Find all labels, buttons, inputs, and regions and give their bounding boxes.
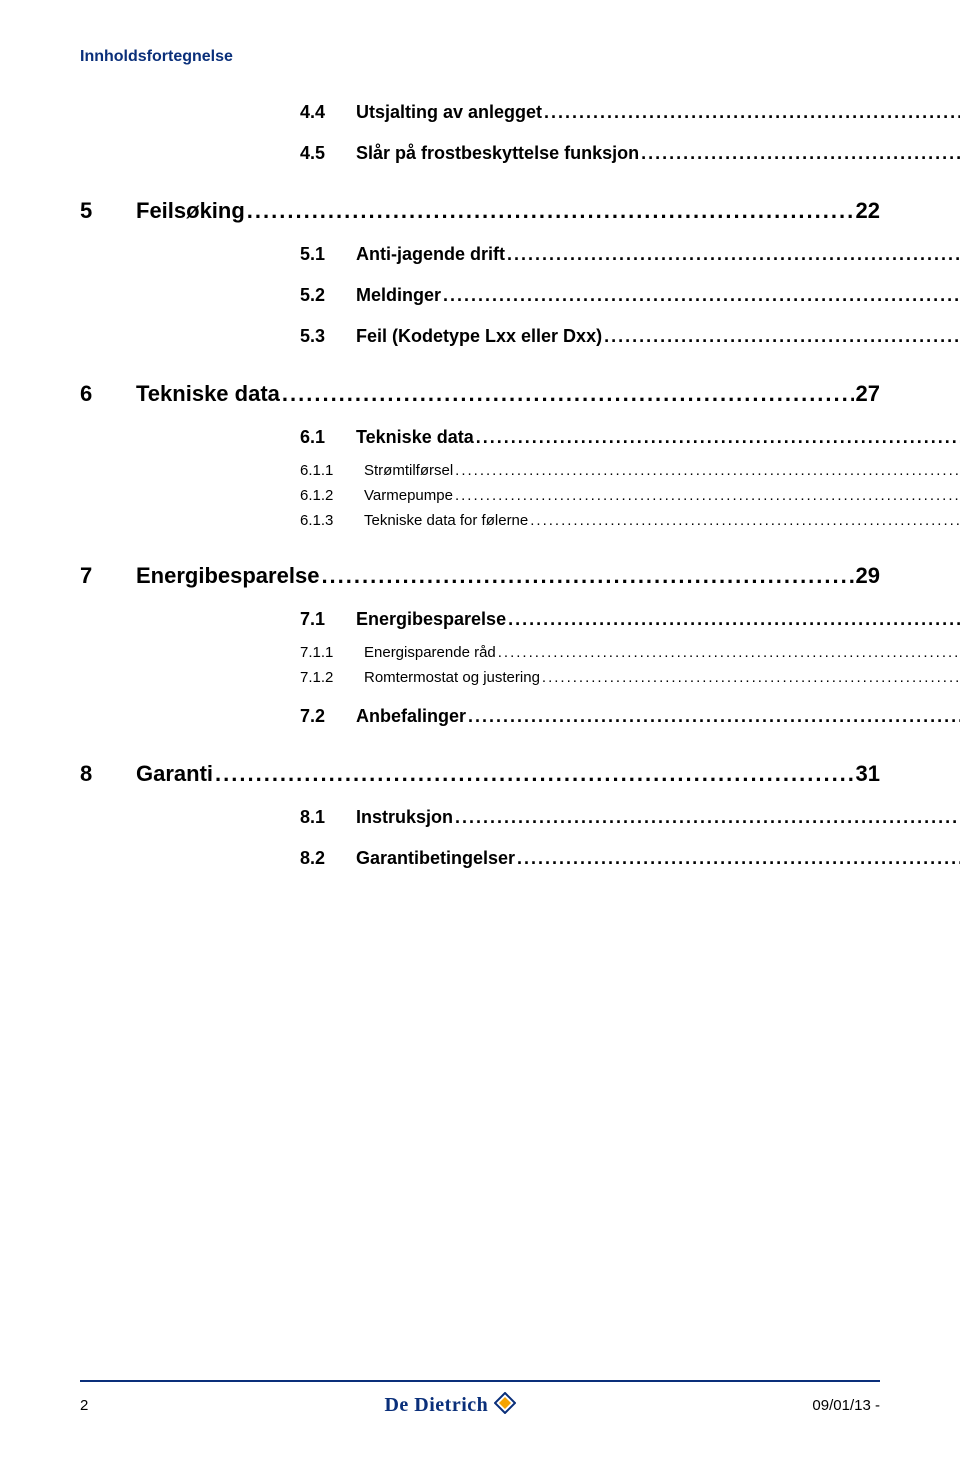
toc-entry-5-1: 5.1 Anti-jagende drift .................…: [300, 244, 960, 265]
toc-leader: ........................................…: [641, 143, 960, 164]
toc-leader: ........................................…: [498, 644, 960, 661]
page: Innholdsfortegnelse 4.4 Utsjalting av an…: [0, 0, 960, 1458]
toc-leader: ........................................…: [321, 563, 853, 589]
toc-title: Tekniske data: [356, 427, 474, 448]
brand-logo-text: De Dietrich: [384, 1394, 488, 1417]
toc-leader: ........................................…: [507, 244, 960, 265]
header-label: Innholdsfortegnelse: [80, 48, 880, 66]
toc-title: Slår på frostbeskyttelse funksjon: [356, 143, 639, 164]
toc-entry-7-1-1: 7.1.1 Energisparende råd ...............…: [300, 644, 960, 661]
toc-num: 7: [80, 563, 136, 589]
toc-leader: ........................................…: [468, 706, 960, 727]
toc-num: 4.5: [300, 143, 356, 164]
footer-date: 09/01/13 -: [812, 1397, 880, 1414]
page-footer: 2 De Dietrich 09/01/13 -: [80, 1380, 880, 1418]
toc-entry-6-1-2: 6.1.2 Varmepumpe .......................…: [300, 487, 960, 504]
toc-entry-6-1: 6.1 Tekniske data ......................…: [300, 427, 960, 448]
toc-leader: ........................................…: [544, 102, 960, 123]
toc-entry-7-1-2: 7.1.2 Romtermostat og justering ........…: [300, 669, 960, 686]
toc-title: Anti-jagende drift: [356, 244, 505, 265]
footer-row: 2 De Dietrich 09/01/13 -: [80, 1392, 880, 1418]
toc-title: Meldinger: [356, 285, 441, 306]
toc-entry-7-1: 7.1 Energibesparelse ...................…: [300, 609, 960, 630]
toc-num: 5.2: [300, 285, 356, 306]
toc-entry-8-1: 8.1 Instruksjon ........................…: [300, 807, 960, 828]
toc-title: Feil (Kodetype Lxx eller Dxx): [356, 326, 602, 347]
toc-title: Energisparende råd: [364, 644, 496, 661]
toc-entry-4-4: 4.4 Utsjalting av anlegget .............…: [300, 102, 960, 123]
toc-title: Garanti: [136, 761, 213, 787]
toc-leader: ........................................…: [455, 487, 960, 504]
toc-num: 7.1.2: [300, 669, 364, 686]
toc-title: Instruksjon: [356, 807, 453, 828]
toc-entry-5-2: 5.2 Meldinger ..........................…: [300, 285, 960, 306]
toc-page: 27: [856, 381, 880, 407]
toc-title: Energibesparelse: [136, 563, 319, 589]
toc-title: Feilsøking: [136, 198, 245, 224]
toc-num: 7.1.1: [300, 644, 364, 661]
toc-num: 5: [80, 198, 136, 224]
toc-num: 8.2: [300, 848, 356, 869]
toc-num: 6.1.2: [300, 487, 364, 504]
toc-leader: ........................................…: [282, 381, 854, 407]
toc-num: 7.2: [300, 706, 356, 727]
toc-title: Utsjalting av anlegget: [356, 102, 542, 123]
toc-entry-6: 6 Tekniske data ........................…: [80, 381, 880, 407]
toc-entry-5-3: 5.3 Feil (Kodetype Lxx eller Dxx) ......…: [300, 326, 960, 347]
toc-leader: ........................................…: [443, 285, 960, 306]
toc-entry-6-1-1: 6.1.1 Strømtilførsel ...................…: [300, 462, 960, 479]
brand-logo-icon: [494, 1392, 516, 1418]
toc-num: 8: [80, 761, 136, 787]
toc-leader: ........................................…: [455, 462, 960, 479]
toc-title: Romtermostat og justering: [364, 669, 540, 686]
toc-entry-5: 5 Feilsøking ...........................…: [80, 198, 880, 224]
toc-num: 6.1.1: [300, 462, 364, 479]
toc-leader: ........................................…: [604, 326, 960, 347]
toc-leader: ........................................…: [517, 848, 960, 869]
footer-page-number: 2: [80, 1397, 88, 1414]
toc-entry-4-5: 4.5 Slår på frostbeskyttelse funksjon ..…: [300, 143, 960, 164]
toc-title: Energibesparelse: [356, 609, 506, 630]
toc-entry-7-2: 7.2 Anbefalinger .......................…: [300, 706, 960, 727]
toc-title: Garantibetingelser: [356, 848, 515, 869]
toc-num: 8.1: [300, 807, 356, 828]
toc-title: Tekniske data for følerne: [364, 512, 528, 529]
toc-entry-8-2: 8.2 Garantibetingelser .................…: [300, 848, 960, 869]
toc-num: 5.3: [300, 326, 356, 347]
toc-page: 22: [856, 198, 880, 224]
toc-leader: ........................................…: [476, 427, 960, 448]
toc-title: Tekniske data: [136, 381, 280, 407]
toc-num: 4.4: [300, 102, 356, 123]
toc-title: Strømtilførsel: [364, 462, 453, 479]
toc-page: 29: [856, 563, 880, 589]
toc-num: 5.1: [300, 244, 356, 265]
toc-leader: ........................................…: [247, 198, 854, 224]
footer-rule: [80, 1380, 880, 1382]
toc-num: 6.1.3: [300, 512, 364, 529]
brand-logo: De Dietrich: [384, 1392, 516, 1418]
toc-page: 31: [856, 761, 880, 787]
toc-num: 7.1: [300, 609, 356, 630]
toc-title: Anbefalinger: [356, 706, 466, 727]
toc-entry-7: 7 Energibesparelse .....................…: [80, 563, 880, 589]
toc-leader: ........................................…: [530, 512, 960, 529]
toc-leader: ........................................…: [455, 807, 960, 828]
toc-title: Varmepumpe: [364, 487, 453, 504]
toc-num: 6.1: [300, 427, 356, 448]
toc-leader: ........................................…: [215, 761, 853, 787]
toc-leader: ........................................…: [542, 669, 960, 686]
toc-entry-8: 8 Garanti ..............................…: [80, 761, 880, 787]
toc-leader: ........................................…: [508, 609, 960, 630]
toc-num: 6: [80, 381, 136, 407]
toc-entry-6-1-3: 6.1.3 Tekniske data for følerne ........…: [300, 512, 960, 529]
